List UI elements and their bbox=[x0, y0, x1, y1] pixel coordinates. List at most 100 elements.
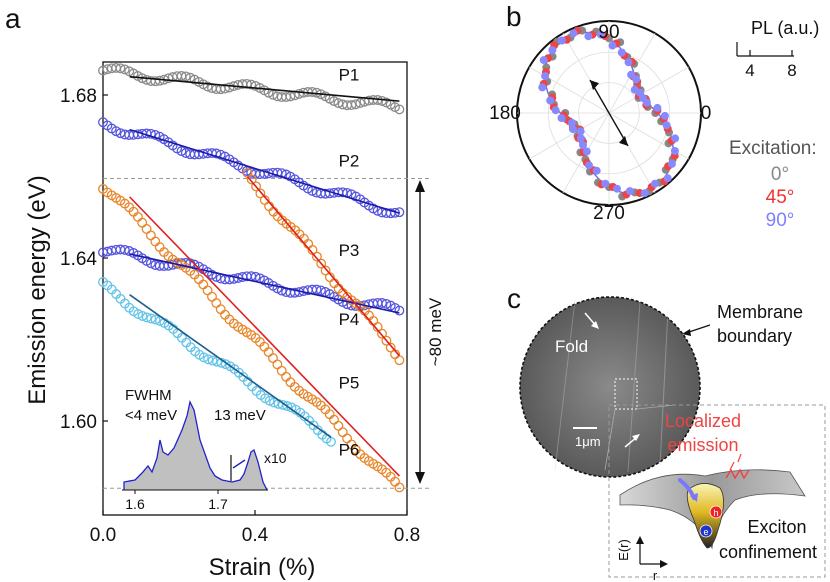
fold-arrow-2-head bbox=[632, 434, 640, 441]
polar-point-2 bbox=[568, 118, 576, 127]
polar-point-2 bbox=[585, 161, 593, 170]
data-point-p1 bbox=[377, 95, 387, 106]
membrane-label-line1: Membrane bbox=[717, 302, 803, 322]
x-axis-label: Strain (%) bbox=[209, 554, 316, 581]
polar-point-2 bbox=[663, 174, 672, 183]
data-point-p1 bbox=[220, 83, 230, 94]
polar-point-2 bbox=[613, 184, 621, 193]
fit-line-p4 bbox=[246, 175, 401, 357]
data-point-p1 bbox=[268, 89, 278, 100]
polar-point-2 bbox=[630, 85, 639, 94]
data-point-p6 bbox=[264, 395, 275, 406]
fit-line-p6 bbox=[129, 294, 332, 438]
series-label-p2: P2 bbox=[339, 151, 360, 170]
polar-point-2 bbox=[662, 121, 671, 130]
zoom-inset-box bbox=[608, 404, 826, 578]
data-point-p4 bbox=[246, 174, 257, 185]
inset-x10-label: x10 bbox=[264, 450, 287, 466]
data-point-p6 bbox=[326, 436, 336, 447]
polar-point-2 bbox=[541, 72, 550, 81]
panel-label-c: c bbox=[507, 283, 521, 314]
data-point-p6 bbox=[207, 355, 218, 366]
polarization-arrow bbox=[589, 79, 629, 147]
fit-line-p3 bbox=[129, 253, 400, 314]
localized-label-line1: Localized bbox=[665, 411, 741, 431]
scale-bar-label: 1μm bbox=[575, 434, 601, 449]
polar-point-2 bbox=[592, 166, 601, 175]
data-point-p2 bbox=[211, 148, 222, 159]
inset-arrow bbox=[232, 459, 246, 469]
series-label-p5: P5 bbox=[339, 373, 360, 392]
data-point-p5 bbox=[333, 420, 344, 431]
data-point-p5 bbox=[276, 365, 287, 376]
axis-ticks: 0.0 0.4 0.8 1.60 1.64 1.68 bbox=[60, 86, 420, 546]
localized-label-line2: emission bbox=[667, 435, 738, 455]
data-point-p6 bbox=[150, 314, 161, 325]
data-point-p5 bbox=[211, 298, 222, 309]
data-points bbox=[98, 62, 405, 493]
data-point-p3 bbox=[311, 284, 322, 295]
data-point-p1 bbox=[115, 63, 126, 74]
data-point-p5 bbox=[329, 414, 339, 425]
series-label-p6: P6 bbox=[339, 441, 360, 460]
zoom-line bbox=[636, 404, 676, 410]
polar-point-2 bbox=[650, 179, 659, 188]
x-tick-label: 0.0 bbox=[90, 525, 116, 546]
hole-label: h bbox=[713, 508, 718, 518]
data-point-p6 bbox=[203, 354, 214, 365]
data-point-p5 bbox=[337, 427, 348, 438]
angle-label-180: 180 bbox=[489, 103, 521, 124]
exciton-label-line1: Exciton bbox=[747, 517, 806, 537]
data-point-p5 bbox=[394, 482, 405, 493]
data-point-p6 bbox=[133, 309, 144, 319]
data-point-p5 bbox=[268, 353, 278, 364]
fit-line-p2 bbox=[129, 128, 400, 214]
series-label-p3: P3 bbox=[339, 241, 360, 260]
membrane-image bbox=[519, 296, 701, 478]
data-point-p1 bbox=[224, 82, 235, 93]
polar-point-2 bbox=[584, 32, 593, 41]
polar-point-2 bbox=[557, 114, 566, 122]
zoom-line bbox=[604, 408, 616, 471]
polar-point-2 bbox=[551, 106, 560, 115]
radius-axis-label: r bbox=[653, 568, 658, 582]
polar-point-2 bbox=[601, 179, 610, 188]
pl-scale-tick: 4 bbox=[745, 61, 754, 80]
pl-scale-bar bbox=[736, 42, 794, 57]
data-point-p2 bbox=[145, 128, 156, 139]
data-point-p6 bbox=[282, 401, 293, 411]
data-point-p6 bbox=[269, 397, 279, 408]
excitation-90: 90° bbox=[766, 210, 795, 231]
y-tick-label: 1.60 bbox=[60, 412, 97, 433]
panel-a: a P1 P2 P3 P4 P5 P6 0.0 0.4 0.8 1.60 1.64 1.68 Str… bbox=[5, 3, 445, 581]
data-point-p3 bbox=[119, 244, 130, 255]
data-point-p1 bbox=[285, 91, 296, 102]
polar-point-2 bbox=[617, 48, 626, 57]
data-point-p1 bbox=[246, 79, 257, 90]
inset-tick-label: 1.7 bbox=[208, 496, 228, 512]
inset-13mev-label: 13 meV bbox=[214, 407, 266, 424]
data-point-p5 bbox=[215, 304, 226, 315]
zoom-box bbox=[614, 378, 638, 410]
polar-point-2 bbox=[608, 41, 617, 50]
inset-fwhm-value: <4 meV bbox=[125, 407, 177, 424]
data-point-p4 bbox=[394, 355, 405, 366]
polar-point-2 bbox=[660, 111, 669, 120]
energy-shift-arrow bbox=[415, 180, 425, 484]
data-point-p5 bbox=[198, 279, 209, 290]
data-point-p1 bbox=[355, 98, 366, 108]
polar-point-2 bbox=[653, 103, 662, 112]
data-point-p3 bbox=[377, 298, 387, 308]
panel-label-b: b bbox=[506, 1, 522, 32]
energy-axes bbox=[636, 536, 668, 568]
polar-point-2 bbox=[667, 159, 676, 168]
data-point-p4 bbox=[316, 258, 327, 269]
polar-point-2 bbox=[640, 189, 649, 198]
membrane-label-line2: boundary bbox=[717, 326, 792, 346]
data-point-p4 bbox=[377, 328, 387, 339]
data-point-p6 bbox=[198, 352, 209, 363]
excitation-0: 0° bbox=[771, 164, 789, 185]
data-point-p6 bbox=[137, 311, 148, 321]
exciton-well-illustration bbox=[619, 453, 806, 550]
